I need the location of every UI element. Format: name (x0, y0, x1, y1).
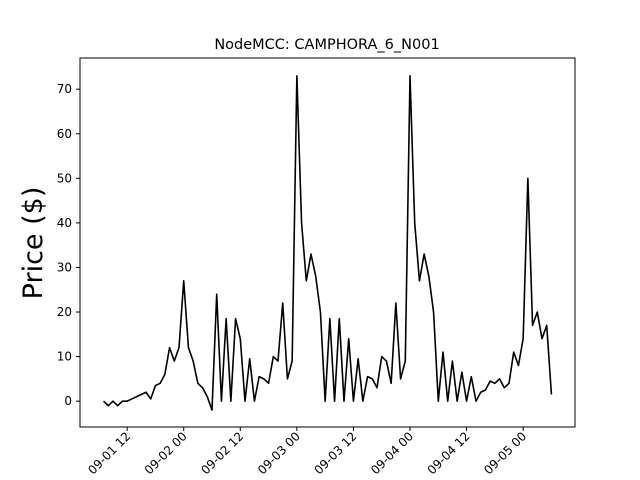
y-tick-label: 50 (57, 171, 72, 185)
x-tick-label: 09-01 12 (85, 429, 133, 477)
x-tick-label: 09-03 12 (311, 429, 359, 477)
y-tick-label: 60 (57, 127, 72, 141)
x-tick-label: 09-02 00 (142, 429, 190, 477)
y-tick-label: 20 (57, 305, 72, 319)
price-line (103, 75, 553, 411)
x-tick-label: 09-03 00 (255, 429, 303, 477)
y-tick-label: 0 (64, 394, 72, 408)
plot-frame (79, 57, 576, 428)
y-tick-label: 10 (57, 350, 72, 364)
y-tick-label: 70 (57, 82, 72, 96)
chart-title: NodeMCC: CAMPHORA_6_N001 (214, 37, 439, 53)
x-tick-label: 09-04 00 (368, 429, 416, 477)
y-tick-label: 40 (57, 216, 72, 230)
x-tick-label: 09-02 12 (198, 429, 246, 477)
y-tick-label: 30 (57, 260, 72, 274)
x-tick-label: 09-05 00 (481, 429, 529, 477)
y-axis-label: Price ($) (18, 187, 49, 300)
x-tick-label: 09-04 12 (425, 429, 473, 477)
